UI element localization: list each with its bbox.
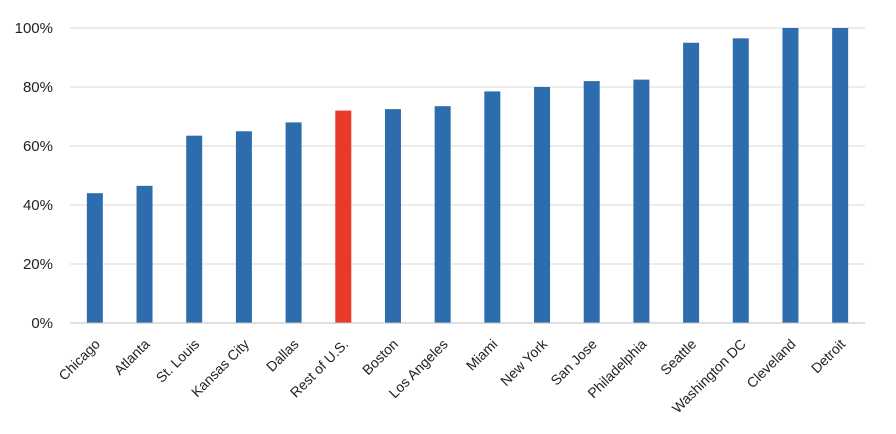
bar: [782, 28, 799, 323]
x-tick-label: Boston: [359, 336, 401, 378]
bars: [86, 28, 849, 324]
y-axis-ticks: 0% 20% 40% 60% 80% 100%: [15, 20, 53, 332]
bar: [633, 79, 650, 323]
y-tick-label: 20%: [23, 256, 53, 273]
bar: [186, 135, 203, 323]
y-tick-label: 100%: [15, 20, 53, 37]
y-tick-label: 80%: [23, 79, 53, 96]
x-tick-label: Dallas: [263, 336, 302, 375]
x-tick-label: Seattle: [657, 336, 699, 378]
bar: [285, 122, 302, 324]
bar: [235, 131, 252, 323]
x-tick-label: Cleveland: [743, 336, 798, 391]
gridlines: [70, 27, 865, 265]
x-tick-label: San Jose: [547, 336, 600, 389]
bar: [732, 38, 749, 323]
bar: [384, 109, 401, 323]
x-tick-label: Chicago: [55, 336, 103, 384]
y-tick-label: 0%: [31, 315, 53, 332]
bar: [683, 42, 700, 323]
bar: [832, 28, 849, 323]
x-tick-label: Atlanta: [111, 336, 153, 378]
y-tick-label: 60%: [23, 138, 53, 155]
bar: [136, 185, 153, 323]
x-tick-label: New York: [497, 335, 551, 389]
bar: [534, 87, 551, 323]
x-tick-label: St. Louis: [153, 336, 203, 386]
bar: [484, 91, 501, 323]
x-tick-label: Detroit: [808, 336, 849, 377]
y-tick-label: 40%: [23, 197, 53, 214]
bar: [335, 110, 352, 323]
bar: [583, 81, 600, 323]
bar: [434, 106, 451, 323]
x-tick-label: Miami: [463, 336, 501, 374]
bar: [86, 193, 103, 323]
